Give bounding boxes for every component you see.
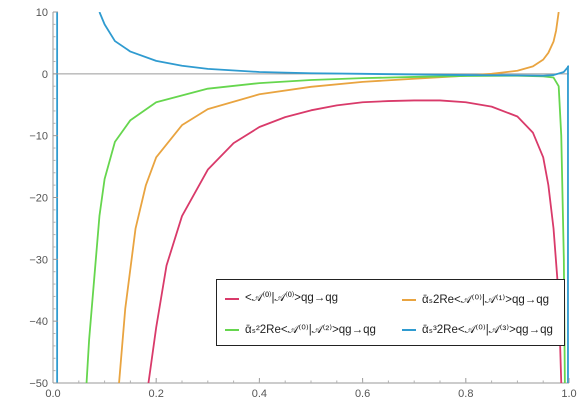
legend-item-series-2: ᾱₛ²2Re<𝒜⁽⁰⁾|𝒜⁽²⁾>qg→qg	[225, 322, 376, 337]
legend-item-series-1: ᾱₛ2Re<𝒜⁽⁰⁾|𝒜⁽¹⁾>qg→qg	[402, 292, 549, 307]
legend-label-series-2: ᾱₛ²2Re<𝒜⁽⁰⁾|𝒜⁽²⁾>qg→qg	[245, 324, 376, 336]
x-tick-label: 0.0	[45, 388, 60, 400]
legend-swatch-series-0	[225, 297, 239, 300]
series-layer	[56, 12, 569, 383]
legend: <𝒜⁽⁰⁾|𝒜⁽⁰⁾>qg→qg ᾱₛ2Re<𝒜⁽⁰⁾|𝒜⁽¹⁾>qg→qg ᾱ…	[216, 279, 565, 346]
legend-item-series-0: <𝒜⁽⁰⁾|𝒜⁽⁰⁾>qg→qg	[225, 292, 338, 305]
x-tick-label: 0.8	[458, 388, 473, 400]
legend-swatch-series-3	[402, 328, 416, 331]
legend-label-series-0: <𝒜⁽⁰⁾|𝒜⁽⁰⁾>qg→qg	[245, 292, 339, 304]
x-tick-label: 1.0	[561, 388, 576, 400]
y-tick-label: −40	[29, 316, 48, 328]
y-tick-label: −10	[29, 131, 48, 143]
legend-swatch-series-2	[225, 328, 239, 331]
tick-layer: 0.0 0.2 0.4 0.6 0.8 1.0 10 0 −10 −20 −30 −40 −50	[29, 7, 576, 400]
legend-label-series-3: ᾱₛ³2Re<𝒜⁽⁰⁾|𝒜⁽³⁾>qg→qg	[422, 324, 553, 336]
series-line-0	[147, 99, 563, 383]
x-tick-label: 0.2	[149, 388, 164, 400]
legend-swatch-series-1	[402, 298, 416, 301]
legend-label-series-1: ᾱₛ2Re<𝒜⁽⁰⁾|𝒜⁽¹⁾>qg→qg	[422, 294, 550, 306]
x-tick-label: 0.6	[355, 388, 370, 400]
series-line-1	[118, 12, 560, 383]
series-line-2	[85, 74, 566, 383]
x-tick-label: 0.4	[252, 388, 267, 400]
series-line-3	[98, 12, 569, 77]
y-tick-label: −20	[29, 193, 48, 205]
y-tick-label: 10	[36, 7, 48, 19]
y-tick-label: −30	[29, 254, 48, 266]
y-tick-label: 0	[42, 69, 48, 81]
legend-item-series-3: ᾱₛ³2Re<𝒜⁽⁰⁾|𝒜⁽³⁾>qg→qg	[402, 322, 553, 337]
y-tick-label: −50	[29, 378, 48, 390]
